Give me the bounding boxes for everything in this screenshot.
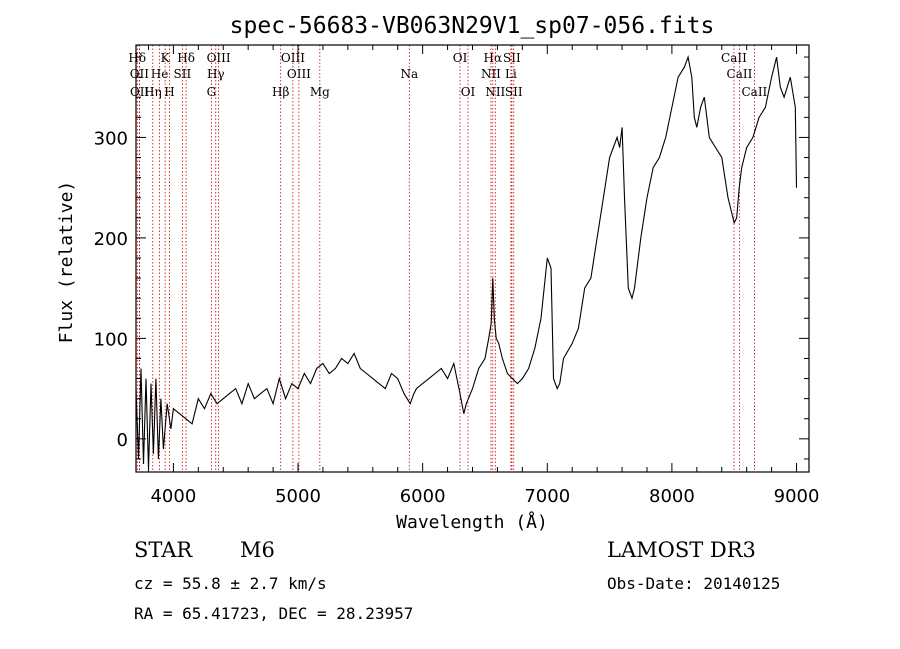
x-tick-label: 4000 [150,486,196,507]
emission-line-label: OI [453,51,468,65]
emission-line-label: He [151,67,169,81]
emission-line-label: OII [130,85,150,99]
emission-line-label: SII [503,51,521,65]
emission-line-label: NII [485,85,505,99]
emission-line-label: Hδ [177,51,195,65]
x-tick-label: 9000 [774,486,820,507]
emission-line-label: CaII [727,67,753,81]
y-tick-label: 200 [94,229,128,250]
x-tick-label: 8000 [649,486,695,507]
emission-line-label: G [207,85,217,99]
emission-line-label: Hβ [272,85,289,99]
emission-line-label: Hη [144,85,162,99]
emission-line-label: CaII [741,85,767,99]
spectrum-line [135,55,798,470]
emission-line-label: OI [461,85,476,99]
survey-name: LAMOST DR3 [607,538,756,562]
plot-frame [135,44,810,473]
object-class: STAR [134,538,193,562]
emission-line-label: H [164,85,174,99]
y-axis-label: Flux (relative) [56,181,77,344]
emission-line-label: Hα [484,51,503,65]
emission-line-label: CaII [721,51,747,65]
x-tick-label: 7000 [524,486,570,507]
y-tick-label: 100 [94,329,128,350]
axis-ticks: 4000 5000 6000 7000 8000 9000 0 100 200 300 [94,45,820,507]
x-tick-label: 5000 [275,486,321,507]
emission-line-label: Hγ [207,67,225,81]
emission-line-label: Hδ [128,51,146,65]
emission-line-label: Li [505,67,517,81]
emission-line-label: Mg [310,85,330,99]
chart-title: spec-56683-VB063N29V1_sp07-056.fits [230,13,715,39]
emission-line-label: Na [400,67,418,81]
x-tick-label: 6000 [400,486,446,507]
coordinates: RA = 65.41723, DEC = 28.23957 [134,604,414,623]
emission-line-label: OIII [281,51,305,65]
object-subclass: M6 [240,538,275,562]
emission-line-label: K [161,51,171,65]
x-axis-label: Wavelength (Å) [396,511,548,533]
emission-line-label: SII [505,85,523,99]
emission-line-label: SII [174,67,192,81]
redshift-info: cz = 55.8 ± 2.7 km/s [134,574,327,593]
emission-line-label: OIII [287,67,311,81]
observation-date: Obs-Date: 20140125 [607,574,781,593]
emission-line-label: NII [481,67,501,81]
y-tick-label: 0 [117,430,128,451]
y-tick-label: 300 [94,128,128,149]
emission-line-label: OIII [207,51,231,65]
